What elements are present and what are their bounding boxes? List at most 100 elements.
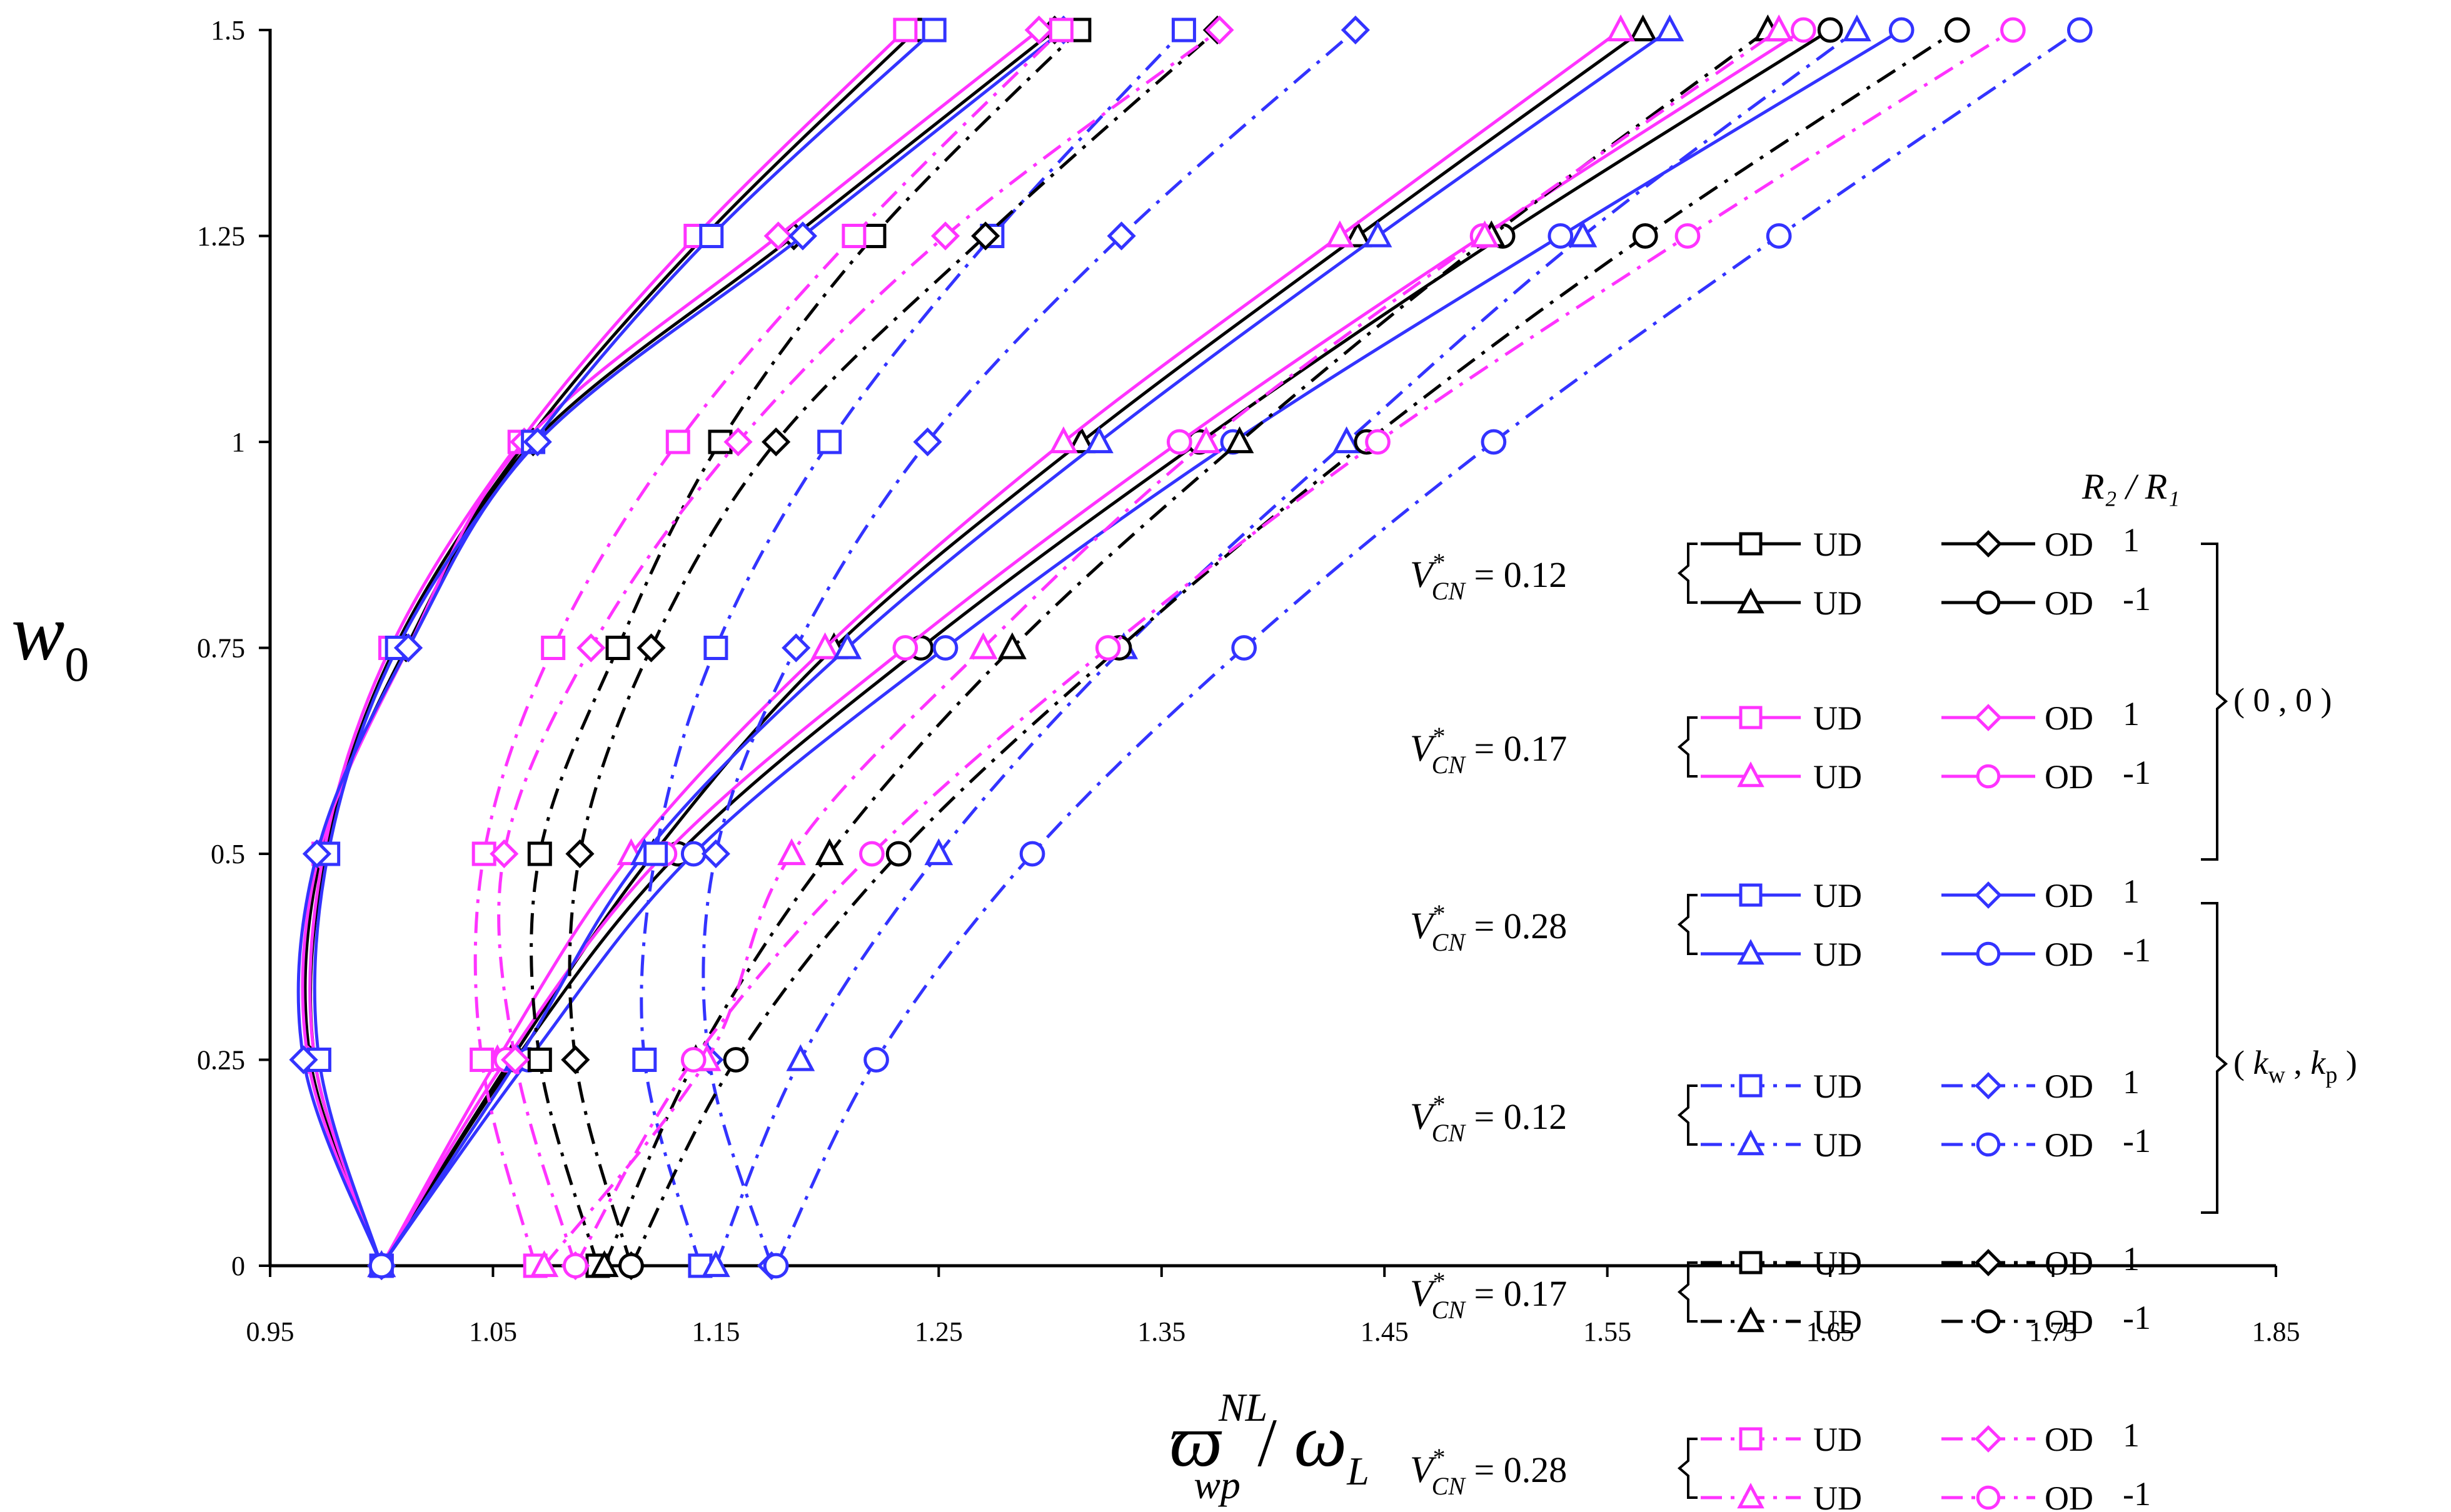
legend-ratio: 1 <box>2123 695 2140 733</box>
legend-brace <box>1677 1084 1698 1146</box>
y-tick-label: 0.75 <box>197 633 245 664</box>
legend-od-marker <box>1976 941 2001 966</box>
data-point <box>523 427 552 457</box>
data-point <box>632 1048 657 1072</box>
data-point <box>1192 426 1220 454</box>
data-point <box>1332 426 1361 454</box>
data-point <box>817 429 842 454</box>
y-tick-label: 1.25 <box>197 221 245 252</box>
data-point <box>1606 14 1635 42</box>
legend-ratio: -1 <box>2123 1475 2151 1512</box>
data-point <box>723 1047 749 1073</box>
data-point <box>893 18 918 43</box>
data-point <box>1343 220 1372 248</box>
legend-ud-marker <box>1739 1427 1763 1451</box>
legend-vlabel: V* CN = 0.28 <box>1410 899 1567 956</box>
data-point <box>527 1048 552 1072</box>
series-20 <box>470 18 1074 1278</box>
data-point <box>1568 220 1598 248</box>
data-point <box>969 632 998 659</box>
data-point <box>643 841 668 866</box>
data-point <box>1049 18 1074 43</box>
legend-ud-text: UD <box>1813 936 1862 973</box>
legend-brace <box>1677 716 1698 778</box>
x-tick-label: 1.55 <box>1583 1316 1631 1347</box>
legend-ratio: -1 <box>2123 1299 2151 1336</box>
legend-ud-marker <box>1737 939 1764 965</box>
data-point <box>1095 635 1121 661</box>
data-point <box>998 632 1027 659</box>
legend-ud-marker <box>1737 1483 1764 1509</box>
legend-ud-text: UD <box>1813 1303 1862 1341</box>
legend-ratio: 1 <box>2123 873 2140 910</box>
legend-od-marker <box>1976 1485 2001 1510</box>
data-point <box>699 224 724 248</box>
legend-ud-text: UD <box>1813 584 1862 622</box>
legend-brace <box>1677 1438 1698 1499</box>
data-point <box>786 1044 815 1071</box>
legend-ud-text: UD <box>1813 1126 1862 1164</box>
data-point <box>1944 17 1970 43</box>
axis-titles: ϖNL wp / ωL w0 <box>11 588 1369 1507</box>
series-line <box>714 29 1858 1266</box>
data-point <box>1888 17 1915 43</box>
legend-ud-text: UD <box>1813 1244 1862 1282</box>
legend-od-marker <box>1975 1249 2002 1276</box>
data-point <box>777 838 806 866</box>
legend-ratio: 1 <box>2123 521 2140 559</box>
data-point <box>971 221 1000 251</box>
legend-ratio: -1 <box>2123 754 2151 791</box>
data-point <box>501 1045 530 1074</box>
legend-vlabel: V* CN = 0.17 <box>1410 722 1567 779</box>
data-point <box>1225 426 1254 454</box>
legend-od-text: OD <box>2045 526 2093 563</box>
legend-ud-text: UD <box>1813 1479 1862 1512</box>
legend-od-text: OD <box>2045 584 2093 622</box>
series-layer <box>289 14 2093 1281</box>
legend-od-marker <box>1975 1072 2002 1099</box>
data-point <box>892 635 918 661</box>
data-point <box>922 18 947 43</box>
series-line <box>380 28 1804 1267</box>
data-point <box>637 633 666 663</box>
data-point <box>1843 14 1871 42</box>
data-point <box>1326 220 1354 248</box>
data-point <box>913 427 942 457</box>
group-bracket-1 <box>2201 902 2228 1214</box>
x-tick-label: 1.45 <box>1361 1316 1409 1347</box>
legend-od-text: OD <box>2045 1068 2093 1105</box>
y-tick-label: 0 <box>231 1251 245 1281</box>
data-point <box>2066 17 2093 43</box>
data-point <box>1790 17 1816 43</box>
data-point <box>590 1250 619 1278</box>
data-point <box>1166 429 1192 455</box>
legend-row-3: V* CN = 0.12 UD OD 1 UD OD -1 <box>1410 1063 2151 1164</box>
axes: 0.95 1.05 1.15 1.25 1.35 1.45 1.55 1.65 1.75 1.85… <box>197 15 2300 1347</box>
legend-brace <box>1677 1261 1698 1323</box>
data-point <box>842 224 867 248</box>
legend-ud-text: UD <box>1813 1421 1862 1458</box>
data-point <box>788 221 817 251</box>
data-point <box>470 1048 495 1072</box>
data-point <box>1632 223 1658 249</box>
x-tick-label: 1.25 <box>915 1316 963 1347</box>
legend-ratio: -1 <box>2123 580 2151 618</box>
group-label-1: ( kw , kp ) <box>2233 1044 2357 1088</box>
data-point <box>1107 221 1136 251</box>
data-point <box>680 841 707 867</box>
data-point <box>393 633 423 663</box>
data-point <box>1548 223 1574 249</box>
data-point <box>1766 223 1792 249</box>
legend-ud-text: UD <box>1813 526 1862 563</box>
legend-ratio: -1 <box>2123 931 2151 969</box>
series-line <box>603 28 1769 1267</box>
legend-od-marker <box>1975 704 2002 731</box>
legend-od-text: OD <box>2045 1421 2093 1458</box>
data-point <box>527 841 552 866</box>
data-point <box>1365 429 1391 455</box>
legend-od-marker <box>1975 881 2002 909</box>
y-tick-label: 0.25 <box>197 1045 245 1076</box>
data-point <box>562 1253 588 1279</box>
